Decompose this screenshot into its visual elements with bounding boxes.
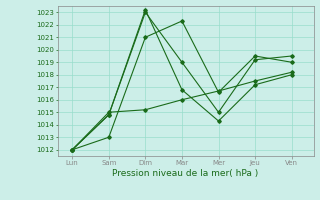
X-axis label: Pression niveau de la mer( hPa ): Pression niveau de la mer( hPa ) <box>112 169 259 178</box>
